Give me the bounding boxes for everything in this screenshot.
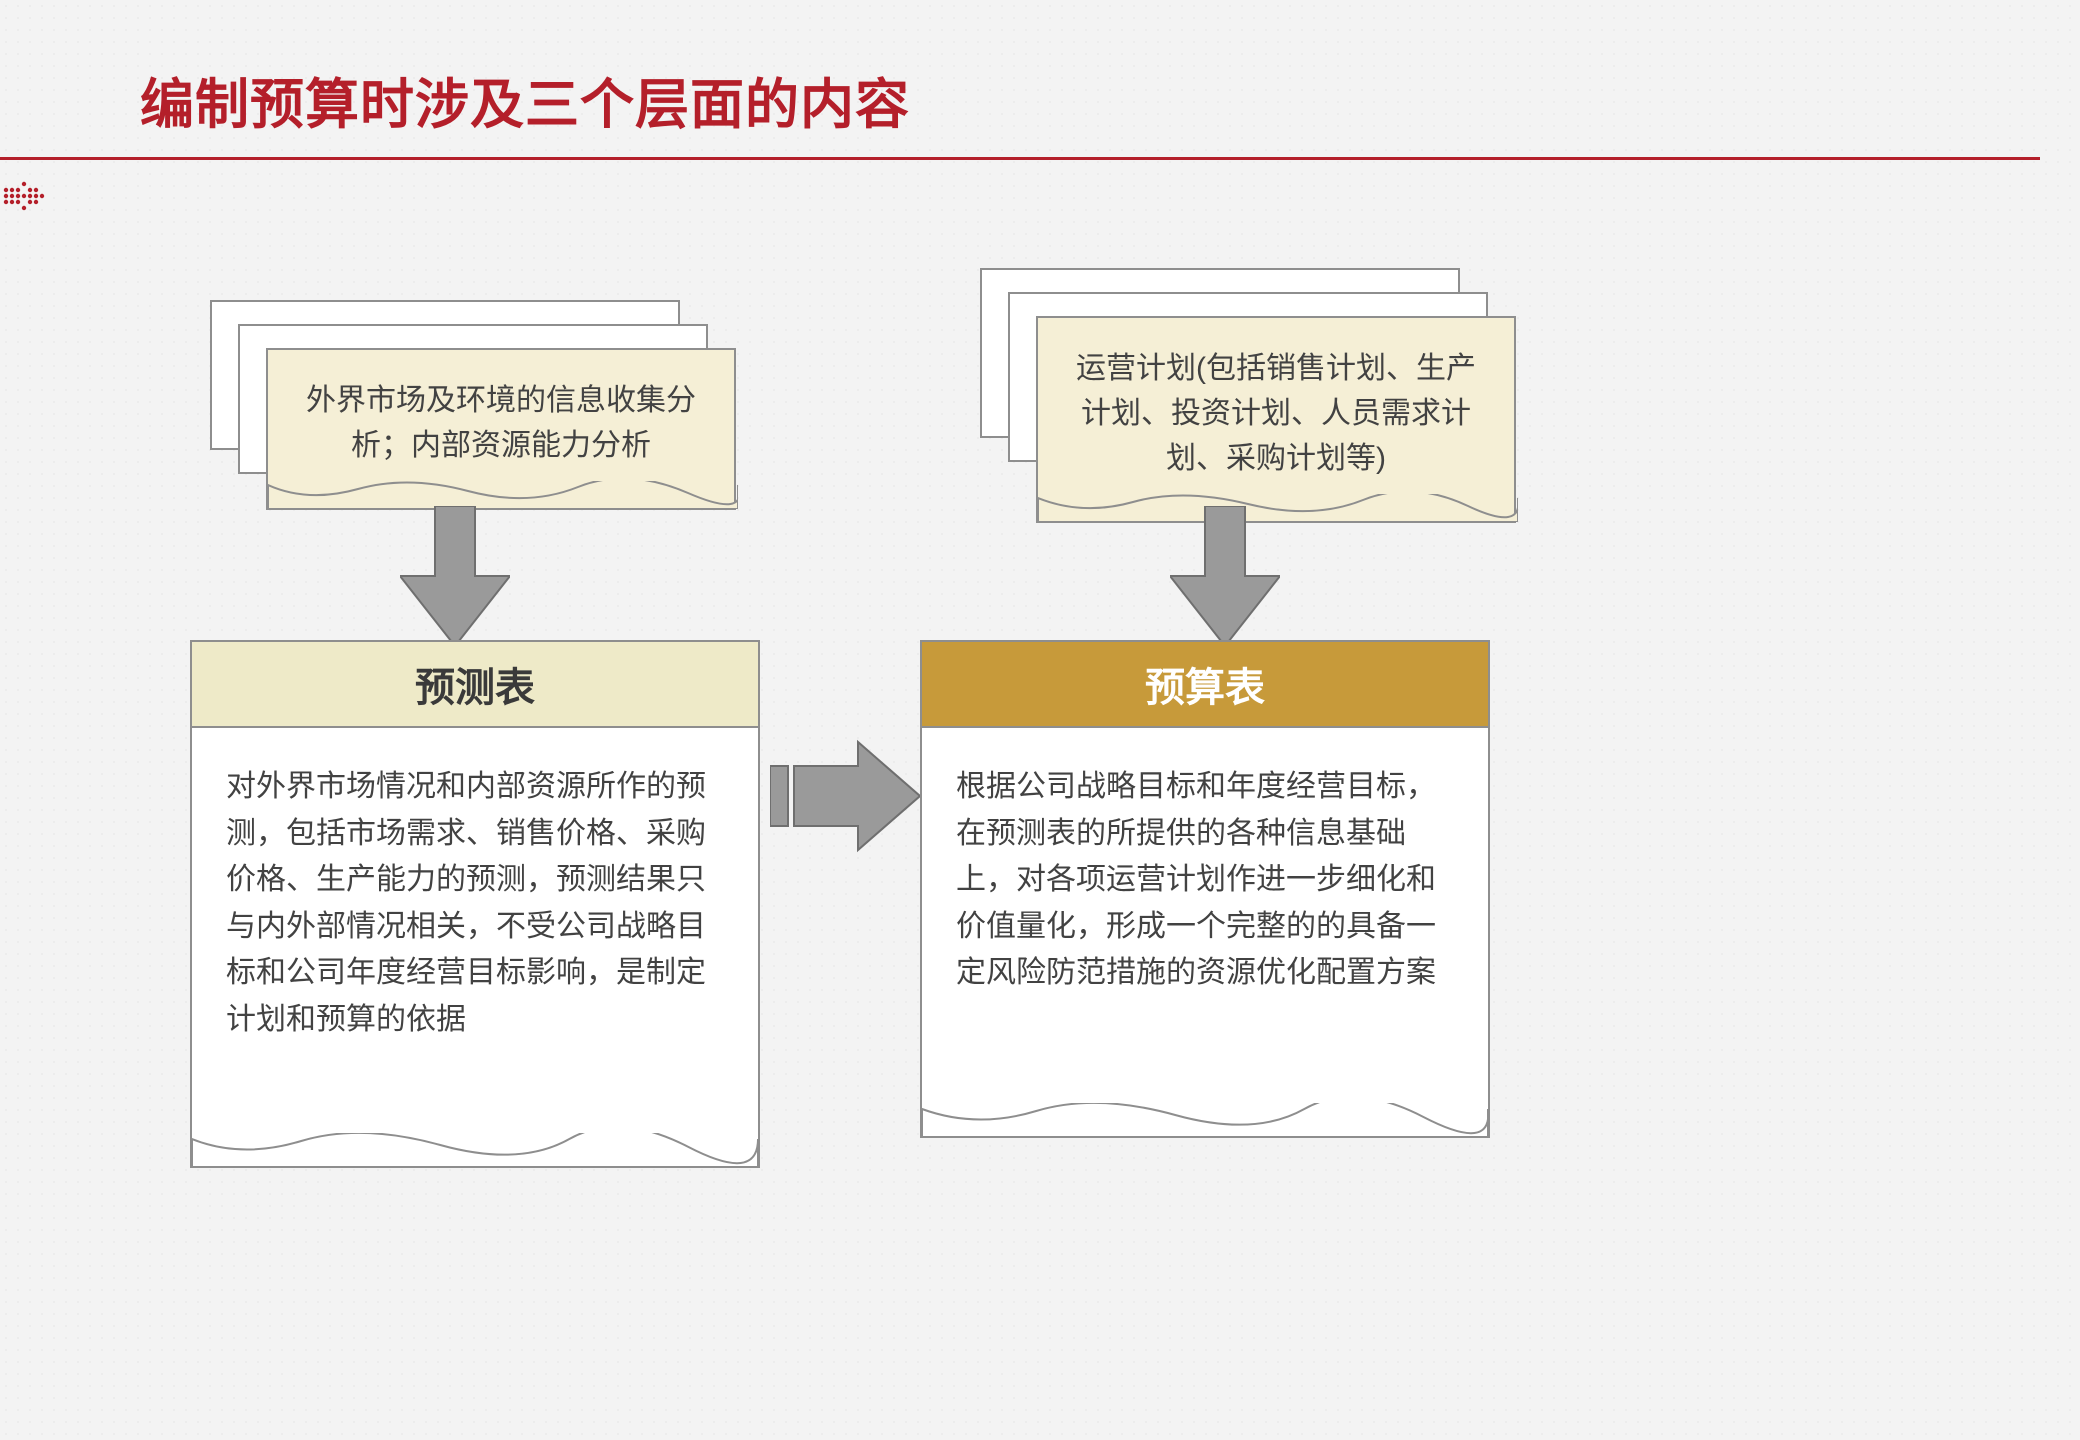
left-panel-header: 预测表 xyxy=(190,640,760,728)
left-note-text: 外界市场及环境的信息收集分析；内部资源能力分析 xyxy=(306,384,696,462)
right-panel-header-text: 预算表 xyxy=(1145,655,1265,713)
right-note-stack: 运营计划(包括销售计划、生产计划、投资计划、人员需求计划、采购计划等) xyxy=(980,268,1540,528)
left-panel-header-text: 预测表 xyxy=(415,655,535,713)
right-panel-body-text: 根据公司战略目标和年度经营目标，在预测表的所提供的各种信息基础上，对各项运营计划… xyxy=(956,770,1436,989)
title-rule xyxy=(0,157,2040,160)
right-panel: 预算表 根据公司战略目标和年度经营目标，在预测表的所提供的各种信息基础上，对各项… xyxy=(920,640,1490,1138)
left-note: 外界市场及环境的信息收集分析；内部资源能力分析 xyxy=(266,348,736,510)
title-area: 编制预算时涉及三个层面的内容 xyxy=(0,60,2040,160)
left-panel: 预测表 对外界市场情况和内部资源所作的预测，包括市场需求、销售价格、采购价格、生… xyxy=(190,640,760,1168)
right-panel-body: 根据公司战略目标和年度经营目标，在预测表的所提供的各种信息基础上，对各项运营计划… xyxy=(920,728,1490,1138)
right-note-text: 运营计划(包括销售计划、生产计划、投资计划、人员需求计划、采购计划等) xyxy=(1076,352,1476,475)
right-down-arrow-icon xyxy=(1170,506,1280,646)
left-note-stack: 外界市场及环境的信息收集分析；内部资源能力分析 xyxy=(210,300,750,530)
right-note: 运营计划(包括销售计划、生产计划、投资计划、人员需求计划、采购计划等) xyxy=(1036,316,1516,523)
left-panel-body: 对外界市场情况和内部资源所作的预测，包括市场需求、销售价格、采购价格、生产能力的… xyxy=(190,728,760,1168)
page-title: 编制预算时涉及三个层面的内容 xyxy=(140,60,2040,139)
connector-arrow-icon xyxy=(770,736,920,856)
left-panel-body-text: 对外界市场情况和内部资源所作的预测，包括市场需求、销售价格、采购价格、生产能力的… xyxy=(226,770,706,1036)
title-arrow-icon xyxy=(0,168,56,224)
right-panel-header: 预算表 xyxy=(920,640,1490,728)
left-down-arrow-icon xyxy=(400,506,510,646)
